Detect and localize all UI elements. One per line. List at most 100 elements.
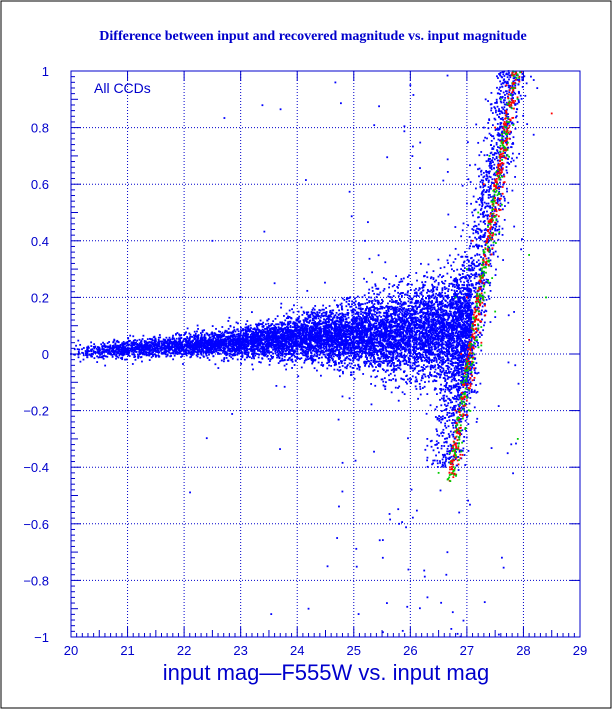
data-point [411,327,414,330]
data-point [444,292,447,295]
data-point [236,335,238,338]
data-point [261,328,264,331]
data-point [402,301,405,304]
data-point [459,344,462,347]
data-point [445,326,448,329]
data-point [440,348,442,350]
data-point [339,334,342,337]
data-point [214,337,217,340]
data-point [447,371,450,374]
data-point [263,346,266,349]
data-point [104,345,107,347]
data-point [376,337,379,339]
data-point [344,315,347,318]
data-point [401,355,404,358]
data-point [431,300,434,302]
data-point [109,345,112,348]
data-point [427,344,429,347]
data-point [246,342,249,345]
data-point [314,321,317,323]
data-point [198,348,201,351]
data-point [432,336,434,339]
data-point [175,337,178,340]
data-point [342,335,345,338]
data-point [463,320,466,323]
data-point [287,317,290,319]
data-point [90,341,93,344]
data-point [362,347,365,350]
data-point [374,334,377,337]
data-point [307,350,310,353]
data-point [348,337,351,339]
data-point [93,343,96,346]
data-point [222,350,225,352]
data-point [108,349,111,352]
data-point [446,359,448,362]
data-point [315,349,318,352]
data-point [368,320,370,323]
data-point [429,314,432,316]
data-point [133,341,136,344]
data-point [422,316,425,319]
data-point [427,319,430,322]
data-point [457,303,459,306]
data-point [352,326,355,329]
data-point [264,330,267,333]
data-point [191,346,194,349]
data-point [223,358,226,361]
data-point [392,309,395,312]
data-point [149,343,151,346]
data-point [314,347,316,350]
data-point [160,345,163,347]
data-point [351,303,353,306]
data-point [150,349,153,352]
data-point [428,362,430,365]
data-point [315,350,317,353]
data-point [171,342,173,345]
data-point [401,391,404,394]
data-point [372,306,374,308]
data-point [432,278,435,281]
data-point [352,331,355,334]
data-point [86,352,89,355]
data-point [405,314,408,317]
data-point [388,332,391,335]
data-point [325,326,328,329]
data-point [397,342,399,345]
data-point [108,353,111,355]
data-point [252,368,254,371]
data-point [398,352,401,355]
data-point [319,316,322,319]
data-point [434,334,437,337]
data-point [384,338,386,341]
data-point [453,286,456,288]
data-point [425,304,427,307]
data-point [225,354,228,357]
data-point [427,326,430,329]
data-point [296,337,299,340]
data-point [283,355,286,358]
data-point [377,354,379,357]
data-point [371,302,373,304]
data-point [389,330,392,333]
data-point [397,329,399,332]
data-point [398,359,400,362]
data-point [359,347,362,350]
data-point [365,320,368,322]
data-point [442,388,445,391]
data-point [420,302,422,305]
data-point [402,334,405,337]
data-point [111,355,114,358]
data-point [252,331,255,334]
data-point [379,305,382,308]
data-point [407,290,409,293]
data-point [347,321,350,324]
data-point [207,343,210,346]
data-point [471,349,474,352]
data-point [327,317,329,320]
data-point [439,335,441,337]
data-point [457,292,460,295]
data-point [444,325,446,327]
data-point [230,345,233,348]
data-point [454,361,457,364]
